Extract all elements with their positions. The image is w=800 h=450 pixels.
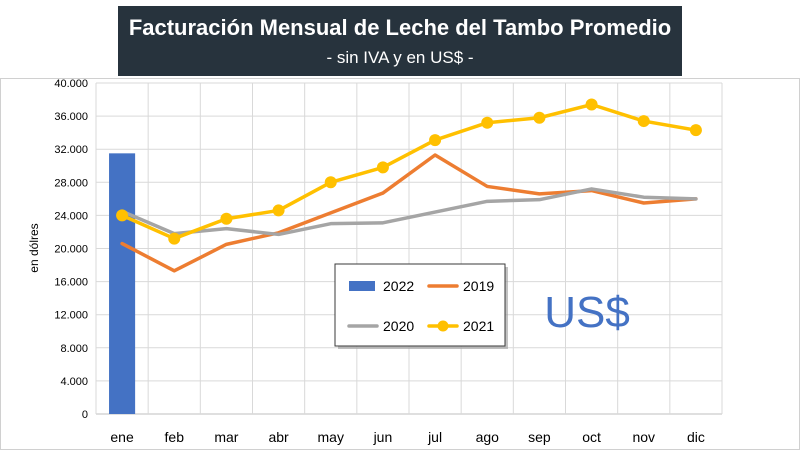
data-point-2021 <box>689 124 702 137</box>
legend-swatch-2022 <box>349 281 375 291</box>
data-point-2021 <box>533 111 546 124</box>
legend-label-2021: 2021 <box>463 318 494 334</box>
x-tick-label: jun <box>373 429 393 445</box>
x-tick-label: sep <box>528 429 551 445</box>
data-point-2021 <box>637 115 650 128</box>
y-tick-label: 8.000 <box>60 343 88 355</box>
data-point-2021 <box>324 176 337 189</box>
title-banner: Facturación Mensual de Leche del Tambo P… <box>118 6 682 76</box>
y-tick-label: 28.000 <box>54 177 88 189</box>
y-axis-label: en dólres <box>27 223 41 272</box>
data-point-2021 <box>585 98 598 111</box>
y-tick-label: 16.000 <box>54 277 88 289</box>
legend-label-2019: 2019 <box>463 278 494 294</box>
data-point-2021 <box>220 212 233 225</box>
y-tick-label: 12.000 <box>54 310 88 322</box>
y-tick-label: 0 <box>82 409 88 421</box>
x-tick-label: abr <box>268 429 289 445</box>
x-tick-label: ago <box>476 429 500 445</box>
x-tick-label: dic <box>687 429 705 445</box>
data-point-2021 <box>116 209 129 222</box>
legend-label-2022: 2022 <box>383 278 414 294</box>
y-tick-label: 20.000 <box>54 244 88 256</box>
x-tick-label: feb <box>165 429 185 445</box>
legend-marker-2021 <box>437 320 449 332</box>
legend-label-2020: 2020 <box>383 318 414 334</box>
y-tick-label: 40.000 <box>54 78 88 90</box>
bar-2022 <box>109 153 136 414</box>
data-point-2021 <box>376 161 389 174</box>
series-line-2021 <box>120 102 698 241</box>
chart-subtitle: - sin IVA y en US$ - <box>326 48 474 67</box>
series-line-2019 <box>120 153 698 273</box>
x-tick-label: jul <box>427 429 442 445</box>
legend-box <box>334 263 506 347</box>
y-tick-label: 4.000 <box>60 376 88 388</box>
y-tick-label: 32.000 <box>54 144 88 156</box>
data-point-2021 <box>272 204 285 217</box>
data-point-2021 <box>168 232 181 245</box>
currency-annotation: US$ <box>544 288 630 337</box>
series-line-2020 <box>120 187 698 237</box>
data-point-2021 <box>481 116 494 129</box>
y-tick-label: 36.000 <box>54 111 88 123</box>
chart-title: Facturación Mensual de Leche del Tambo P… <box>128 15 672 40</box>
data-point-2021 <box>429 134 442 147</box>
x-tick-label: oct <box>582 429 601 445</box>
x-tick-label: may <box>318 429 344 445</box>
x-tick-label: ene <box>110 429 134 445</box>
y-tick-label: 24.000 <box>54 210 88 222</box>
x-tick-label: nov <box>632 429 655 445</box>
x-tick-label: mar <box>214 429 238 445</box>
